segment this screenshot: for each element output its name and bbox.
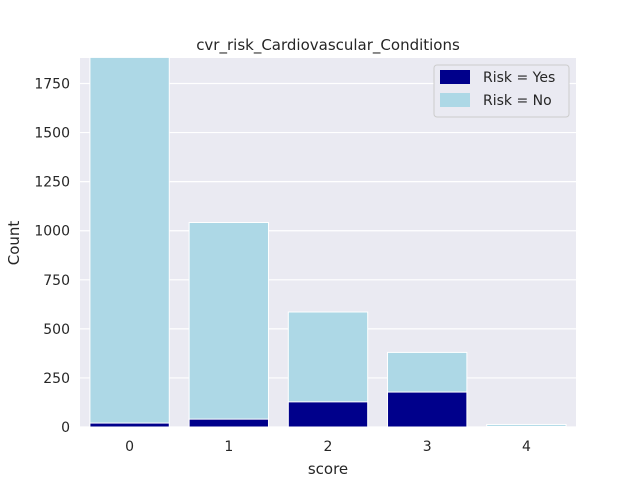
legend-label-risk-yes: Risk = Yes (483, 70, 555, 86)
y-tick-labels: 0 250 500 750 1000 1250 1500 1750 (34, 77, 70, 436)
chart-title: cvr_risk_Cardiovascular_Conditions (196, 36, 460, 55)
x-axis-label: score (308, 460, 348, 478)
y-tick-label: 1750 (34, 77, 70, 93)
x-tick-labels: 0 1 2 3 4 (125, 439, 531, 455)
bar-risk-yes-4 (486, 425, 567, 428)
y-tick-label: 750 (43, 273, 70, 289)
y-tick-label: 500 (43, 322, 70, 338)
x-tick-label: 1 (224, 439, 233, 455)
bar-risk-yes-2 (287, 401, 369, 428)
y-axis-label: Count (5, 221, 23, 266)
legend-label-risk-no: Risk = No (483, 93, 552, 109)
x-tick-label: 4 (522, 439, 531, 455)
y-tick-label: 250 (43, 371, 70, 387)
bars (89, 56, 567, 428)
bar-risk-no-0 (89, 56, 170, 428)
bar-risk-yes-0 (89, 422, 170, 428)
bar-risk-yes-1 (188, 418, 269, 428)
x-tick-label: 2 (324, 439, 333, 455)
y-tick-label: 1500 (34, 126, 70, 142)
y-tick-label: 0 (61, 420, 70, 436)
y-tick-label: 1250 (34, 175, 70, 191)
y-tick-label: 1000 (34, 224, 70, 240)
x-tick-label: 0 (125, 439, 134, 455)
legend: Risk = Yes Risk = No (433, 64, 570, 118)
x-tick-label: 3 (423, 439, 432, 455)
bar-risk-no-1 (188, 221, 269, 428)
legend-swatch-risk-no (440, 93, 470, 107)
legend-swatch-risk-yes (440, 70, 470, 84)
bar-risk-yes-3 (387, 391, 468, 428)
